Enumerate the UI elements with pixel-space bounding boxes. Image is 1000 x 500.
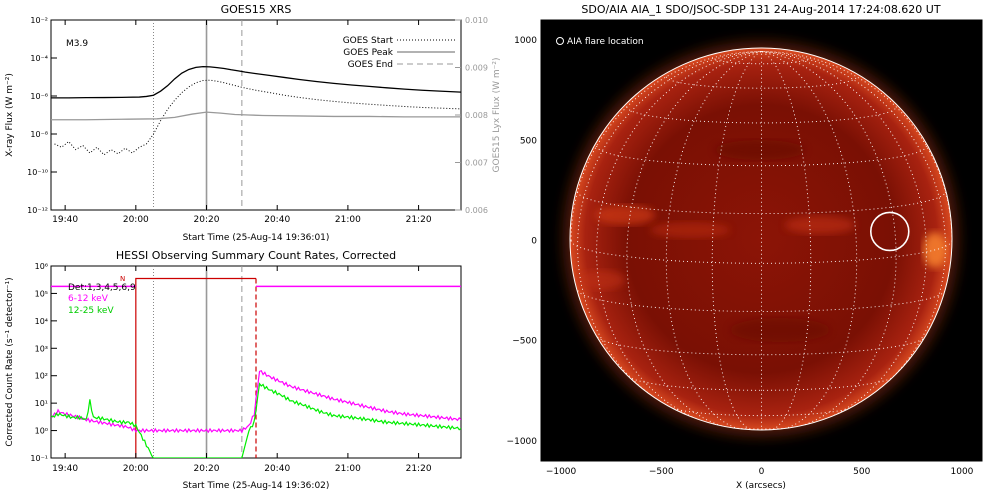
longitude-line xyxy=(761,50,946,413)
aia-title: SDO/AIA AIA_1 SDO/JSOC-SDP 131 24-Aug-20… xyxy=(581,3,940,16)
goes-ytick-label: 10⁻⁶ xyxy=(30,92,48,101)
hessi-axes: 19:40 20:00 20:20 20:40 21:00 21:20 10⁻¹ 10⁰ 10¹… xyxy=(30,262,431,474)
goes-legend: GOES Start GOES Peak GOES End xyxy=(343,36,455,70)
hessi-xtick-label: 20:00 xyxy=(123,464,149,474)
hessi-ylabel: Corrected Count Rate (s⁻¹ detector⁻¹) xyxy=(5,277,15,446)
legend-goes-start: GOES Start xyxy=(343,36,394,46)
latitude-line xyxy=(577,191,946,215)
hessi-series-line-1 xyxy=(51,382,461,458)
aia-axes: −1000 −500 0 500 1000 −1000 −500 0 500 1000 xyxy=(507,19,983,477)
hessi-night-label: N xyxy=(120,275,125,283)
goes-y2tick-label: 0.007 xyxy=(465,159,488,168)
goes-xtick-label: 20:20 xyxy=(194,215,220,225)
legend-goes-peak: GOES Peak xyxy=(343,48,393,58)
aia-ytick-label: −500 xyxy=(512,337,537,347)
longitude-line xyxy=(711,51,762,430)
hessi-series-line-0 xyxy=(51,369,461,434)
latitude-line xyxy=(669,406,854,417)
hessi-xtick-label: 21:20 xyxy=(406,464,432,474)
longitude-line xyxy=(577,50,762,413)
hessi-night-bracket xyxy=(135,277,256,458)
goes-panel: GOES15 XRS 19:40 20:00 20:20 20:40 21:00 21:2… xyxy=(5,3,502,243)
hessi-ytick-label: 10⁰ xyxy=(35,427,48,436)
hessi-detectors: Det:1,3,4,5,6,9 xyxy=(68,283,136,293)
goes-ytick-label: 10⁻⁴ xyxy=(30,54,48,63)
hessi-ytick-label: 10³ xyxy=(35,344,48,353)
aia-xtick-label: 500 xyxy=(853,467,870,477)
hessi-ytick-label: 10⁴ xyxy=(35,317,48,326)
goes-y2tick-label: 0.009 xyxy=(465,64,488,73)
goes-ytick-label: 10⁻² xyxy=(30,16,48,25)
goes-series-line-2 xyxy=(51,111,461,121)
hessi-plot-area xyxy=(51,266,461,458)
longitude-line xyxy=(596,50,762,427)
aia-ytick-label: 500 xyxy=(520,136,537,146)
aia-legend-label: AIA flare location xyxy=(567,37,644,47)
longitude-line xyxy=(626,50,762,430)
aia-ytick-label: 1000 xyxy=(514,36,537,46)
hessi-ytick-label: 10⁶ xyxy=(35,262,48,271)
sun-latlon-grid xyxy=(570,50,952,430)
goes-axes: 19:40 20:00 20:20 20:40 21:00 21:20 10⁻¹² 10⁻¹⁰… xyxy=(27,16,488,225)
hessi-title: HESSI Observing Summary Count Rates, Cor… xyxy=(116,249,396,262)
latitude-line xyxy=(665,76,858,89)
goes-xtick-label: 21:20 xyxy=(406,215,432,225)
goes-xlabel: Start Time (25-Aug-14 19:36:01) xyxy=(183,233,330,243)
goes-ytick-label: 10⁻⁸ xyxy=(30,130,48,139)
latitude-line xyxy=(626,106,897,124)
hessi-ytick-label: 10¹ xyxy=(35,399,48,408)
longitude-line xyxy=(761,51,858,430)
latitude-line xyxy=(570,240,952,264)
goes-ylabel: X-ray Flux (W m⁻²) xyxy=(5,73,15,157)
aia-panel: AIA flare location SDO/AIA AIA_1 SDO/JSO… xyxy=(507,3,983,491)
goes-y2tick-label: 0.006 xyxy=(465,206,488,215)
aia-legend-marker xyxy=(556,37,564,45)
longitude-line xyxy=(761,50,927,427)
hessi-xtick-label: 21:00 xyxy=(335,464,361,474)
goes-ytick-label: 10⁻¹² xyxy=(27,206,48,215)
goes-flare-class: M3.9 xyxy=(66,39,88,49)
sun-disk xyxy=(570,48,952,430)
goes-series-line-0 xyxy=(51,66,461,99)
goes-ytick-label: 10⁻¹⁰ xyxy=(27,168,48,177)
goes-xtick-label: 20:00 xyxy=(123,215,149,225)
hessi-panel: HESSI Observing Summary Count Rates, Cor… xyxy=(5,249,462,491)
hessi-xtick-label: 20:40 xyxy=(264,464,290,474)
aia-xtick-label: 1000 xyxy=(951,467,974,477)
latitude-line xyxy=(717,425,806,430)
hessi-legend-12-25: 12-25 keV xyxy=(68,306,114,316)
goes-xtick-label: 19:40 xyxy=(52,215,78,225)
longitude-line xyxy=(761,50,897,430)
hessi-ytick-label: 10⁵ xyxy=(35,289,48,298)
goes-xtick-label: 21:00 xyxy=(335,215,361,225)
sun-active-regions xyxy=(575,140,947,342)
aia-ytick-label: 0 xyxy=(531,237,537,247)
goes-y2tick-label: 0.008 xyxy=(465,111,488,120)
aia-xtick-label: 0 xyxy=(759,467,765,477)
hessi-ytick-label: 10² xyxy=(35,372,48,381)
goes-y2label: GOES15 Lyx Flux (W m⁻²) xyxy=(492,58,502,173)
longitude-line xyxy=(761,51,812,430)
sun-limb xyxy=(569,47,953,431)
aia-ytick-label: −1000 xyxy=(507,437,538,447)
flare-location-circle xyxy=(869,211,910,252)
legend-goes-end: GOES End xyxy=(348,60,393,70)
aia-xtick-label: −1000 xyxy=(546,467,577,477)
hessi-xlabel: Start Time (25-Aug-14 19:36:02) xyxy=(183,481,330,491)
longitude-line xyxy=(665,51,762,430)
hessi-xtick-label: 20:20 xyxy=(194,464,220,474)
goes-y2tick-label: 0.010 xyxy=(465,16,488,25)
latitude-line xyxy=(596,145,927,167)
hessi-ytick-label: 10⁻¹ xyxy=(30,454,48,463)
hessi-legend-6-12: 6-12 keV xyxy=(68,294,109,304)
goes-series-line-1 xyxy=(54,79,461,156)
hessi-xtick-label: 19:40 xyxy=(52,464,78,474)
goes-xtick-label: 20:40 xyxy=(264,215,290,225)
goes-plot-area xyxy=(51,20,461,210)
goes-title: GOES15 XRS xyxy=(221,3,292,16)
aia-xtick-label: −500 xyxy=(649,467,674,477)
aia-xlabel: X (arcsecs) xyxy=(736,481,786,491)
